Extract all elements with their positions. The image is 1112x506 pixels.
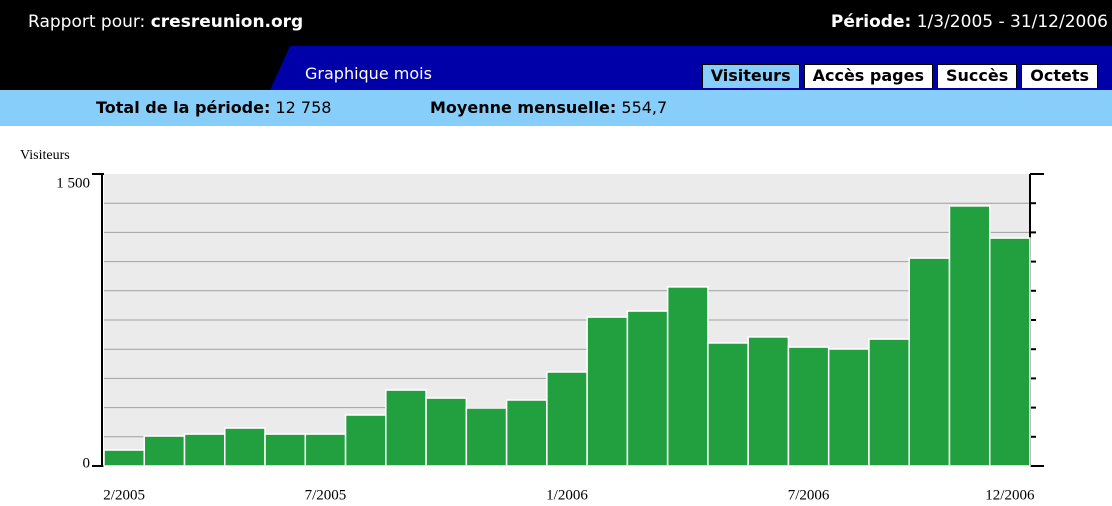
mean: Moyenne mensuelle: 554,7 (430, 98, 667, 117)
bar (666, 286, 709, 467)
mean-value: 554,7 (621, 98, 668, 117)
period-value: 1/3/2005 - 31/12/2006 (916, 12, 1108, 32)
total-label: Total de la période: (96, 98, 271, 117)
bar (908, 257, 951, 467)
period-label: Période: (830, 12, 912, 32)
top-bar: Rapport pour: cresreunion.org Période: 1… (0, 0, 1112, 46)
bar (103, 449, 146, 467)
x-tick-label: 2/2005 (103, 487, 145, 503)
tab[interactable]: Visiteurs (701, 64, 800, 88)
bar (948, 205, 991, 467)
bar (586, 316, 629, 467)
nav-bar: Graphique mois Visiteurs Accès pages Succè… (0, 46, 1112, 90)
tab[interactable]: Accès pages (803, 64, 933, 88)
x-tick-label: 7/2006 (788, 487, 830, 503)
bar (465, 407, 508, 467)
y-tick-label: 1 500 (56, 175, 90, 191)
bar (344, 414, 387, 467)
tabs: Visiteurs Accès pages Succès Octets (701, 64, 1098, 88)
bar (264, 433, 307, 467)
chart: Visiteurs 0 1 500 2/2005 7/2005 1/2006 7/2006… (20, 148, 1044, 503)
bar (385, 389, 427, 467)
mean-label: Moyenne mensuelle: (430, 98, 617, 117)
bar (304, 433, 347, 467)
bar (546, 371, 588, 467)
x-tick-label: 12/2006 (985, 487, 1035, 503)
x-tick-label: 7/2005 (305, 487, 347, 503)
bar (224, 427, 266, 467)
total-value: 12 758 (275, 98, 332, 117)
y-tick-label: 0 (83, 455, 91, 471)
summary-bar: Total de la période: 12 758 Moyenne mens… (0, 90, 1112, 126)
bar (868, 338, 910, 467)
bar (425, 397, 468, 467)
report-label: Rapport pour: (28, 12, 146, 32)
bar (183, 433, 226, 467)
tab[interactable]: Octets (1021, 64, 1098, 88)
bar (626, 310, 669, 467)
site: cresreunion.org (150, 12, 304, 32)
bar (747, 336, 790, 467)
bar (787, 346, 830, 467)
bar (143, 435, 186, 467)
view-title: Graphique mois (305, 64, 432, 83)
report: Rapport pour: cresreunion.org (28, 12, 303, 32)
bar (827, 348, 870, 467)
bar (988, 237, 1031, 467)
x-tick-label: 1/2006 (546, 487, 588, 503)
total: Total de la période: 12 758 (96, 98, 331, 117)
bar (505, 399, 548, 467)
period: Période: 1/3/2005 - 31/12/2006 (831, 12, 1108, 32)
bar (707, 342, 749, 467)
y-axis-label: Visiteurs (20, 148, 70, 163)
tab[interactable]: Succès (936, 64, 1018, 88)
